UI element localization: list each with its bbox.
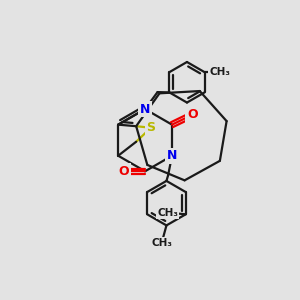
Text: CH₃: CH₃ bbox=[210, 67, 231, 77]
Text: O: O bbox=[187, 108, 198, 121]
Text: N: N bbox=[140, 103, 150, 116]
Text: N: N bbox=[167, 149, 177, 162]
Text: O: O bbox=[118, 165, 129, 178]
Text: CH₃: CH₃ bbox=[157, 208, 178, 218]
Text: CH₃: CH₃ bbox=[151, 238, 172, 248]
Text: S: S bbox=[146, 121, 155, 134]
